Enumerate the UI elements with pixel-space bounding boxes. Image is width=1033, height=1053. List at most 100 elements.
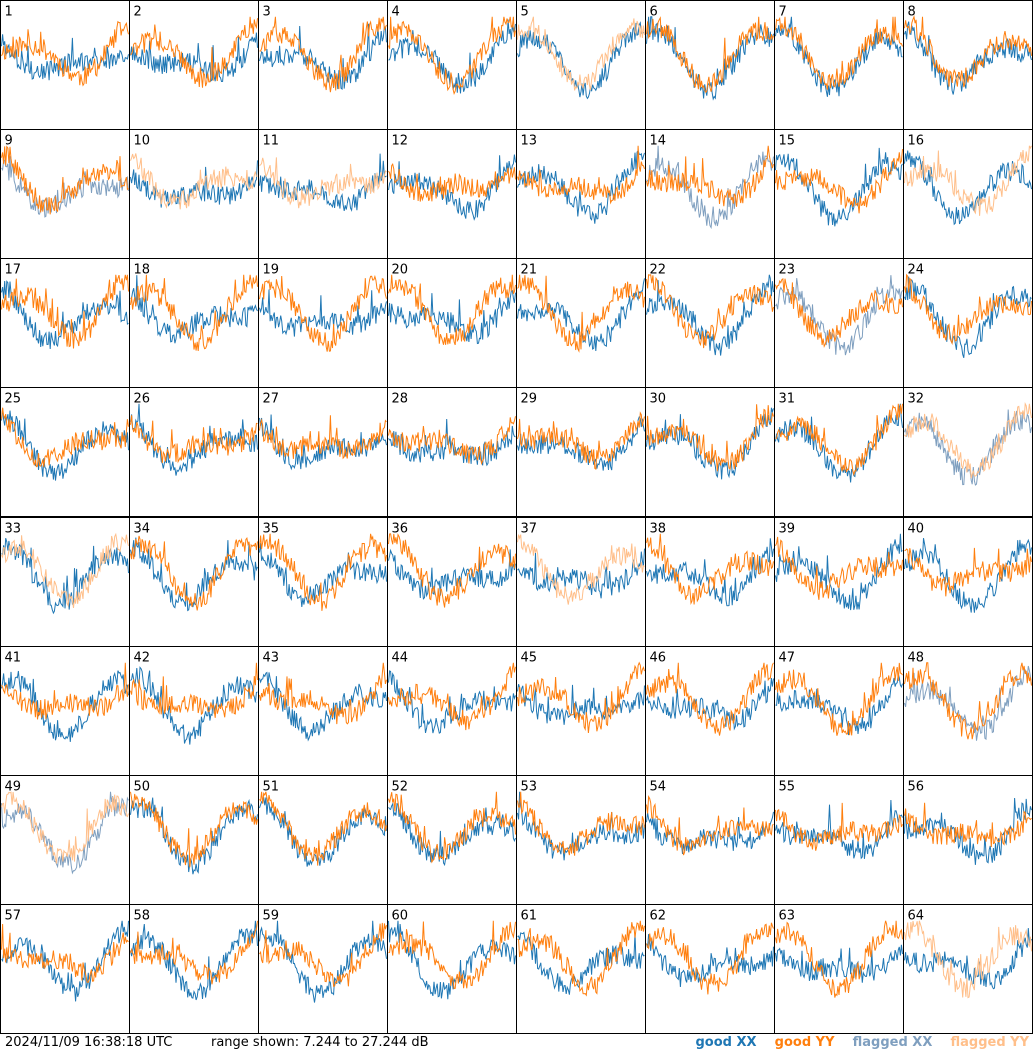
panel-frame [387, 904, 517, 1034]
panel-label: 30 [650, 392, 667, 407]
panel-45: 45 [516, 646, 646, 776]
panel-42-yy-line [130, 662, 258, 718]
panel-5: 5 [516, 0, 646, 130]
panel-label: 46 [650, 651, 667, 666]
panel-12: 12 [387, 129, 517, 259]
panel-label: 27 [263, 392, 280, 407]
panel-2-yy-line [130, 16, 258, 88]
panel-label: 6 [650, 5, 658, 20]
panel-63: 63 [774, 904, 904, 1034]
panel-label: 57 [5, 909, 22, 924]
panel-26: 26 [129, 387, 259, 517]
panel-30-yy-line [646, 404, 774, 472]
panel-label: 11 [263, 134, 280, 149]
panel-24-yy-line [904, 273, 1032, 346]
panel-frame [0, 904, 130, 1034]
panel-label: 19 [263, 263, 280, 278]
panel-label: 55 [779, 780, 796, 795]
panel-label: 1 [5, 5, 13, 20]
panel-label: 32 [908, 392, 925, 407]
panel-35-yy-line [259, 533, 387, 611]
panel-17-yy-line [1, 274, 129, 349]
panel-61-xx-line [517, 931, 645, 995]
panel-62: 62 [645, 904, 775, 1034]
timestamp: 2024/11/09 16:38:18 UTC [5, 1035, 173, 1050]
panel-frame [903, 129, 1033, 259]
legend-good-yy: good YY [774, 1035, 835, 1050]
panel-38: 38 [645, 517, 775, 647]
panel-52: 52 [387, 775, 517, 905]
panel-label: 36 [392, 522, 409, 537]
panel-label: 52 [392, 780, 409, 795]
panel-frame [516, 258, 646, 388]
panel-label: 10 [134, 134, 151, 149]
panel-27: 27 [258, 387, 388, 517]
panel-23: 23 [774, 258, 904, 388]
panel-label: 44 [392, 651, 409, 666]
panel-label: 18 [134, 263, 151, 278]
panel-7: 7 [774, 0, 904, 130]
panel-33: 33 [0, 517, 130, 647]
panel-label: 35 [263, 522, 280, 537]
panel-56-yy-line [904, 802, 1032, 848]
panel-label: 29 [521, 392, 538, 407]
panel-label: 3 [263, 5, 271, 20]
panel-63-yy-line [775, 920, 903, 998]
panel-9-xx-line [1, 156, 129, 218]
panel-23-xx-line [775, 275, 903, 356]
panel-35: 35 [258, 517, 388, 647]
panel-label: 56 [908, 780, 925, 795]
panel-6: 6 [645, 0, 775, 130]
panel-38-yy-line [646, 533, 774, 605]
panel-49-yy-line [1, 791, 129, 864]
panel-frame [0, 387, 130, 517]
panel-18-yy-line [130, 274, 258, 351]
panel-label: 31 [779, 392, 796, 407]
panel-frame [645, 517, 775, 647]
panel-63-xx-line [775, 944, 903, 983]
panel-3-yy-line [259, 16, 387, 93]
panel-frame [516, 517, 646, 647]
panel-44-yy-line [388, 662, 516, 731]
panel-60: 60 [387, 904, 517, 1034]
panel-label: 39 [779, 522, 796, 537]
panel-label: 51 [263, 780, 280, 795]
range-text: range shown: 7.244 to 27.244 dB [211, 1035, 429, 1050]
panel-label: 60 [392, 909, 409, 924]
legend-flagged-xx: flagged XX [852, 1035, 933, 1050]
panel-label: 54 [650, 780, 667, 795]
panel-frame [903, 646, 1033, 776]
panel-24-xx-line [904, 276, 1032, 358]
panel-label: 12 [392, 134, 409, 149]
panel-39: 39 [774, 517, 904, 647]
panel-42-xx-line [130, 666, 258, 745]
panel-34: 34 [129, 517, 259, 647]
panel-21-yy-line [517, 274, 645, 353]
panel-4-yy-line [388, 16, 516, 96]
panel-26-xx-line [130, 403, 258, 476]
panel-48-yy-line [904, 662, 1032, 740]
panel-29-xx-line [517, 416, 645, 471]
panel-29-yy-line [517, 411, 645, 471]
panel-label: 63 [779, 909, 796, 924]
panel-51: 51 [258, 775, 388, 905]
panel-45-yy-line [517, 661, 645, 733]
panel-50-xx-line [130, 797, 258, 875]
panel-frame [645, 129, 775, 259]
panel-3: 3 [258, 0, 388, 130]
panel-frame [903, 775, 1033, 905]
panel-2: 2 [129, 0, 259, 130]
panel-frame [129, 129, 259, 259]
panel-9-yy-line [1, 145, 129, 215]
panel-32-yy-line [904, 402, 1032, 479]
panel-11-yy-line [259, 157, 387, 209]
panel-54-yy-line [646, 795, 774, 856]
panel-20: 20 [387, 258, 517, 388]
panel-15-xx-line [775, 147, 903, 227]
panel-41-xx-line [1, 670, 129, 742]
panel-4: 4 [387, 0, 517, 130]
panel-19-yy-line [259, 274, 387, 352]
panel-15: 15 [774, 129, 904, 259]
panel-frame [129, 517, 259, 647]
panel-frame [258, 517, 388, 647]
